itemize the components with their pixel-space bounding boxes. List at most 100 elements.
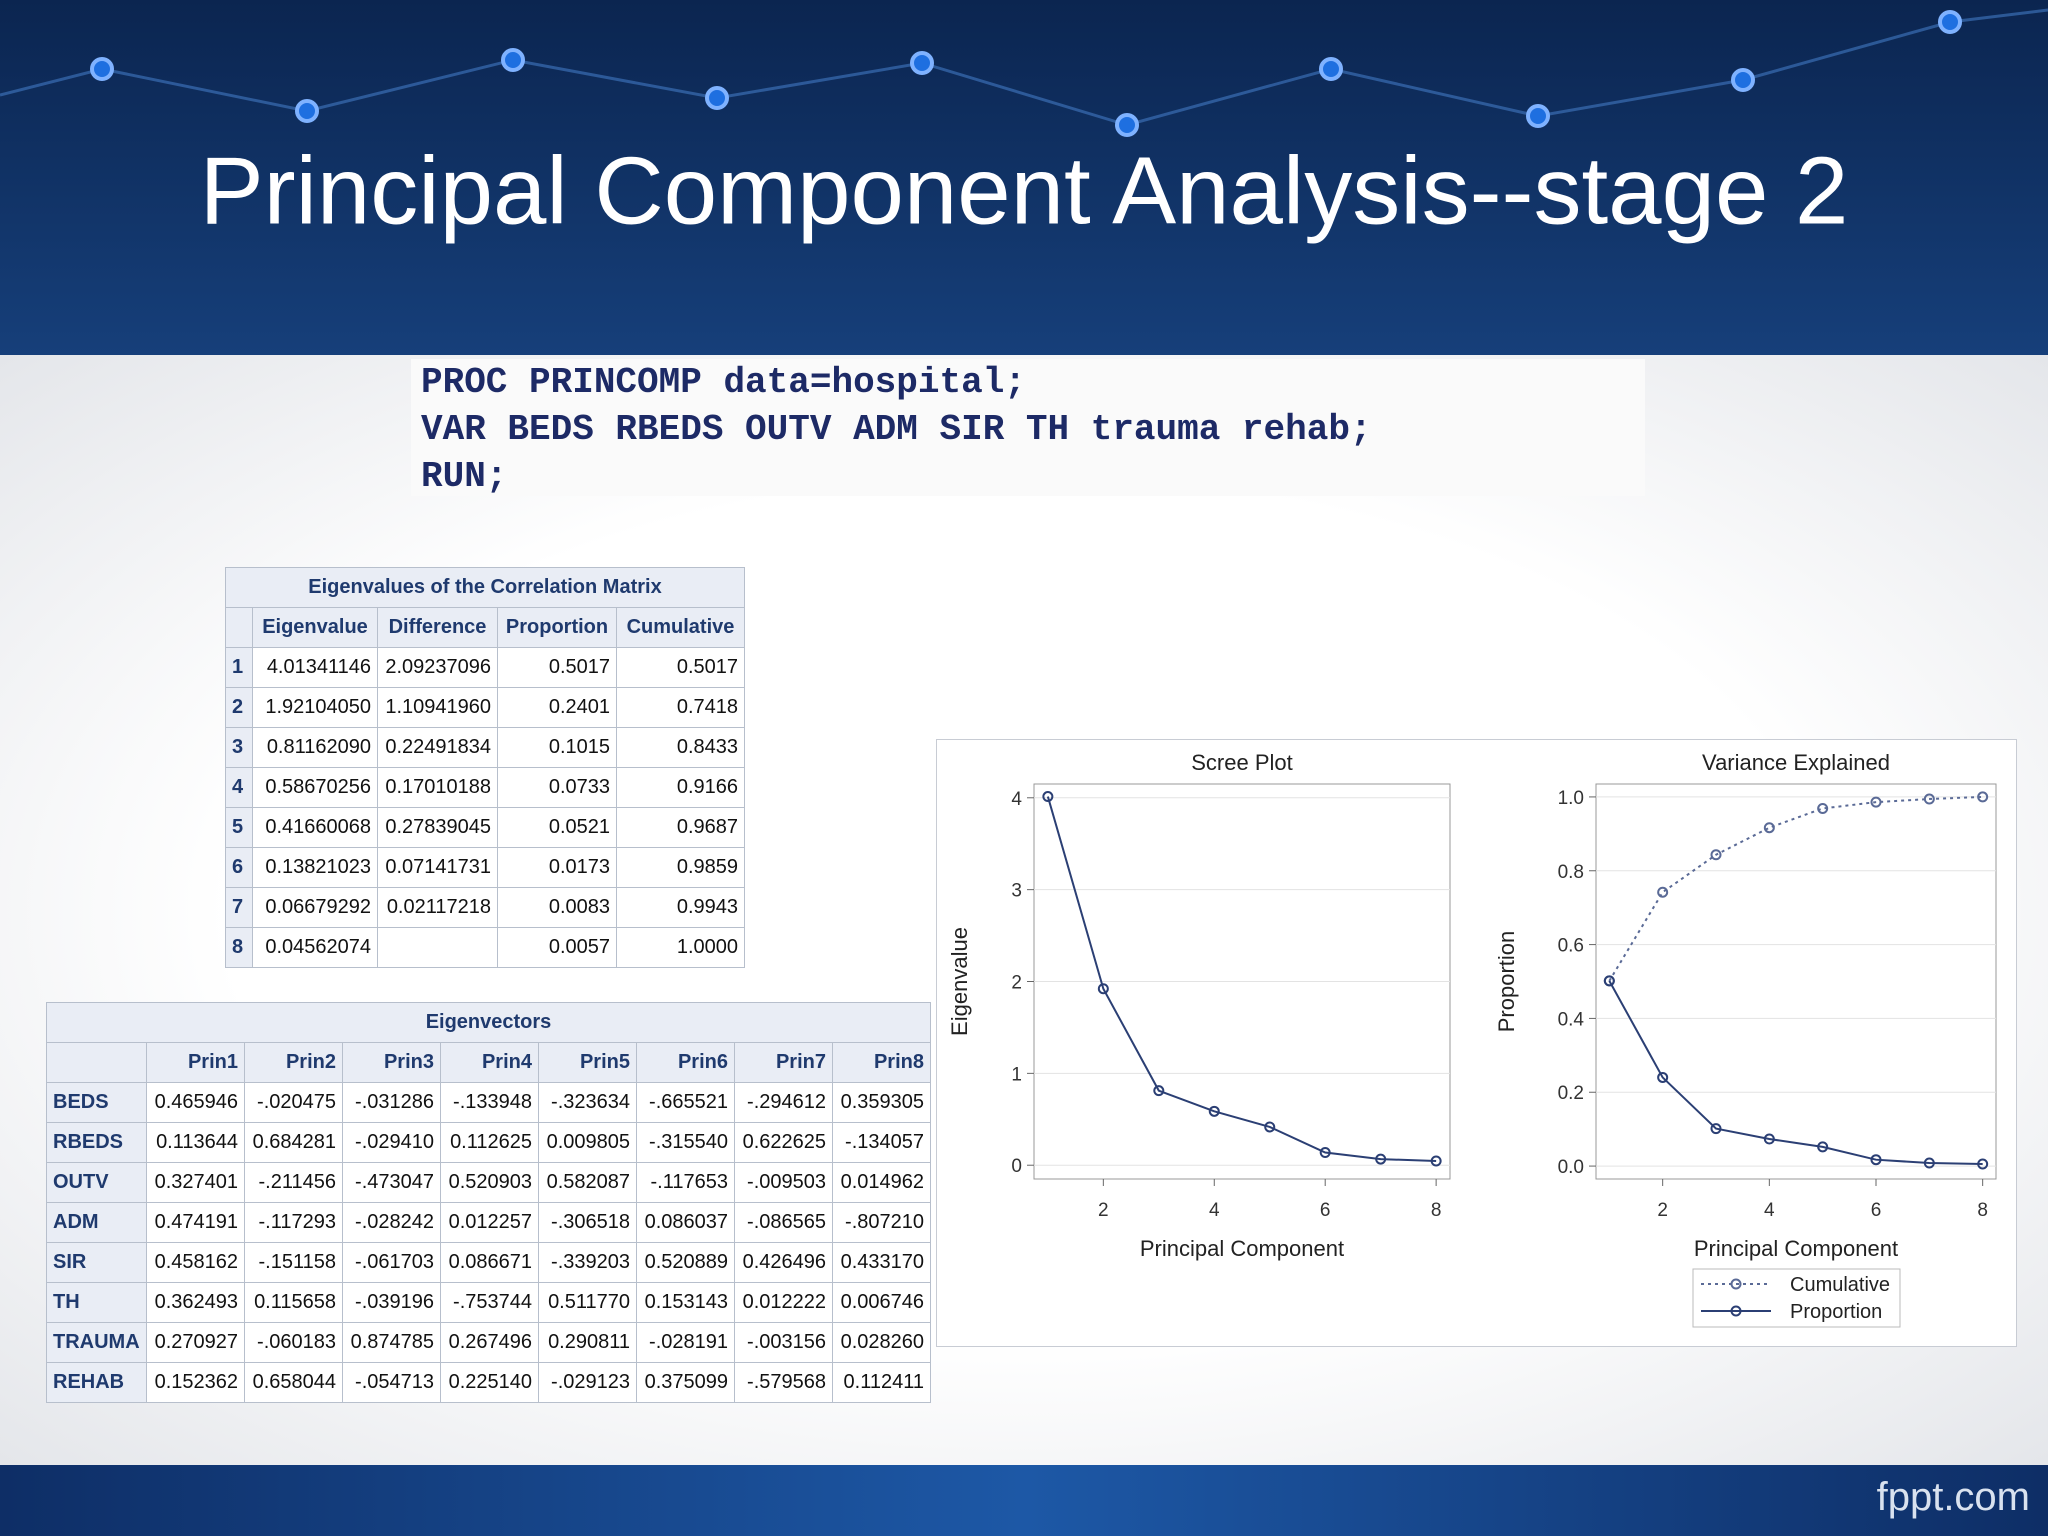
cell: 0.458162: [146, 1242, 245, 1283]
cell: -.086565: [734, 1202, 833, 1243]
footer-brand: fppt.com: [1876, 1475, 2030, 1519]
row-header: 4: [225, 767, 253, 808]
cell: -.031286: [342, 1082, 441, 1123]
header-row: Prin1 Prin2 Prin3 Prin4 Prin5 Prin6 Prin7 Prin8: [46, 1042, 931, 1083]
cell: 0.028260: [832, 1322, 931, 1363]
table-row: BEDS 0.465946 -.020475 -.031286 -.133948 -.32…: [46, 1082, 931, 1123]
cell: 0.112625: [440, 1122, 539, 1163]
cell: -.133948: [440, 1082, 539, 1123]
table-row: OUTV 0.327401 -.211456 -.473047 0.520903 0.58…: [46, 1162, 931, 1203]
cell: -.151158: [244, 1242, 343, 1283]
cell: -.020475: [244, 1082, 343, 1123]
title-row: Eigenvalues of the Correlation Matrix: [225, 567, 745, 608]
column-header: Cumulative: [616, 607, 745, 648]
table-row: 1 4.01341146 2.09237096 0.5017 0.5017: [225, 647, 745, 688]
column-header: Prin1: [146, 1042, 245, 1083]
cell: 0.362493: [146, 1282, 245, 1323]
table-row: SIR 0.458162 -.151158 -.061703 0.086671 -.339…: [46, 1242, 931, 1283]
row-header: 7: [225, 887, 253, 928]
cell: 0.152362: [146, 1362, 245, 1403]
cell: 0.0173: [497, 847, 617, 888]
cell: 0.582087: [538, 1162, 637, 1203]
cell: 0.426496: [734, 1242, 833, 1283]
cell: -.029123: [538, 1362, 637, 1403]
row-header: 8: [225, 927, 253, 968]
cell: -.134057: [832, 1122, 931, 1163]
column-header: Prin4: [440, 1042, 539, 1083]
cell: 0.8433: [616, 727, 745, 768]
cell: 0.06679292: [252, 887, 378, 928]
column-header: Prin5: [538, 1042, 637, 1083]
header-row: Eigenvalue Difference Proportion Cumulative: [225, 607, 745, 648]
cell: 0.7418: [616, 687, 745, 728]
code-line: VAR BEDS RBEDS OUTV ADM SIR TH trauma re…: [421, 409, 1372, 450]
cell: 0.5017: [616, 647, 745, 688]
cell: -.579568: [734, 1362, 833, 1403]
cell: 0.375099: [636, 1362, 735, 1403]
cell: 0.086037: [636, 1202, 735, 1243]
footer-band: [0, 1465, 2048, 1536]
cell: 0.086671: [440, 1242, 539, 1283]
cell: 1.10941960: [377, 687, 498, 728]
cell: -.665521: [636, 1082, 735, 1123]
cell: -.473047: [342, 1162, 441, 1203]
row-header: 2: [225, 687, 253, 728]
cell: 0.9943: [616, 887, 745, 928]
cell: 0.113644: [146, 1122, 245, 1163]
cell: 0.58670256: [252, 767, 378, 808]
cell: 0.112411: [832, 1362, 931, 1403]
cell: -.211456: [244, 1162, 343, 1203]
code-line: PROC PRINCOMP data=hospital;: [421, 362, 1026, 403]
cell: 0.012222: [734, 1282, 833, 1323]
cell: 0.511770: [538, 1282, 637, 1323]
cell: 0.9687: [616, 807, 745, 848]
cell: 0.17010188: [377, 767, 498, 808]
table-row: 7 0.06679292 0.02117218 0.0083 0.9943: [225, 887, 745, 928]
cell: 0.267496: [440, 1322, 539, 1363]
column-header: Prin2: [244, 1042, 343, 1083]
cell: -.323634: [538, 1082, 637, 1123]
table-row: 2 1.92104050 1.10941960 0.2401 0.7418: [225, 687, 745, 728]
cell: 0.520903: [440, 1162, 539, 1203]
row-header: 3: [225, 727, 253, 768]
corner-cell: [46, 1042, 147, 1083]
cell: -.117293: [244, 1202, 343, 1243]
table-row: 4 0.58670256 0.17010188 0.0733 0.9166: [225, 767, 745, 808]
cell: -.294612: [734, 1082, 833, 1123]
cell: 0.0057: [497, 927, 617, 968]
cell: 0.81162090: [252, 727, 378, 768]
cell: -.029410: [342, 1122, 441, 1163]
cell: 0.012257: [440, 1202, 539, 1243]
cell: -.028242: [342, 1202, 441, 1243]
cell: 0.5017: [497, 647, 617, 688]
cell: 0.0733: [497, 767, 617, 808]
cell: 0.02117218: [377, 887, 498, 928]
table-row: 3 0.81162090 0.22491834 0.1015 0.8433: [225, 727, 745, 768]
row-header: RBEDS: [46, 1122, 147, 1163]
table-row: ADM 0.474191 -.117293 -.028242 0.012257 -.306…: [46, 1202, 931, 1243]
cell: 0.014962: [832, 1162, 931, 1203]
cell: -.054713: [342, 1362, 441, 1403]
table-row: RBEDS 0.113644 0.684281 -.029410 0.112625 0.0…: [46, 1122, 931, 1163]
cell: -.009503: [734, 1162, 833, 1203]
row-header: BEDS: [46, 1082, 147, 1123]
column-header: Prin8: [832, 1042, 931, 1083]
code-block: PROC PRINCOMP data=hospital; VAR BEDS RBE…: [411, 359, 1645, 497]
table-row: 5 0.41660068 0.27839045 0.0521 0.9687: [225, 807, 745, 848]
table-row: 8 0.04562074 0.0057 1.0000: [225, 927, 745, 968]
cell: -.028191: [636, 1322, 735, 1363]
row-header: 5: [225, 807, 253, 848]
column-header: Proportion: [497, 607, 617, 648]
eigenvalues-table: Eigenvalues of the Correlation Matrix Eig…: [225, 567, 745, 968]
cell: 4.01341146: [252, 647, 378, 688]
cell: -.306518: [538, 1202, 637, 1243]
cell: 0.327401: [146, 1162, 245, 1203]
cell: 0.1015: [497, 727, 617, 768]
cell: 0.2401: [497, 687, 617, 728]
code-line: RUN;: [421, 456, 508, 497]
decoration: Principal Component Analysis--stage 2: [0, 8, 2048, 244]
cell: -.117653: [636, 1162, 735, 1203]
cell: 0.13821023: [252, 847, 378, 888]
row-header: TRAUMA: [46, 1322, 147, 1363]
